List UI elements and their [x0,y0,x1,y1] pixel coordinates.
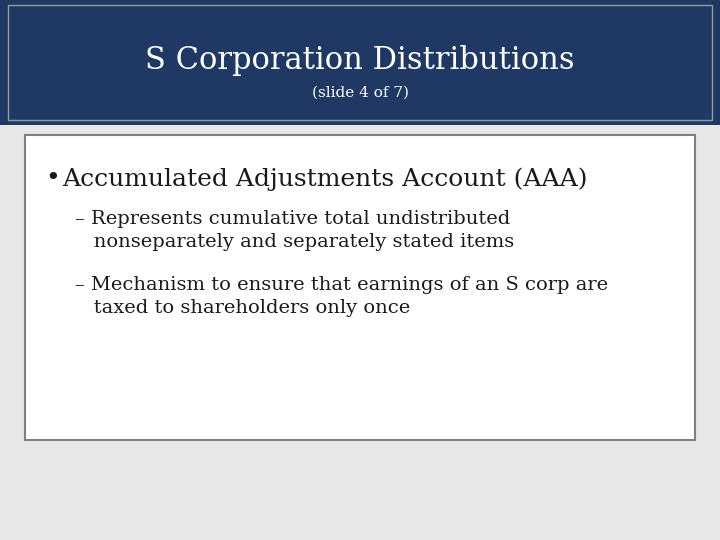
Text: nonseparately and separately stated items: nonseparately and separately stated item… [75,233,514,251]
Text: •: • [45,167,60,190]
Text: Accumulated Adjustments Account (AAA): Accumulated Adjustments Account (AAA) [62,167,588,191]
Bar [8,5,712,120]
Text: S Corporation Distributions: S Corporation Distributions [145,44,575,76]
Bar [25,135,695,440]
Text: – Mechanism to ensure that earnings of an S corp are: – Mechanism to ensure that earnings of a… [75,276,608,294]
Text: taxed to shareholders only once: taxed to shareholders only once [75,299,410,317]
Text: – Represents cumulative total undistributed: – Represents cumulative total undistribu… [75,210,510,228]
Text: (slide 4 of 7): (slide 4 of 7) [312,86,408,100]
Bar [0,0,720,125]
